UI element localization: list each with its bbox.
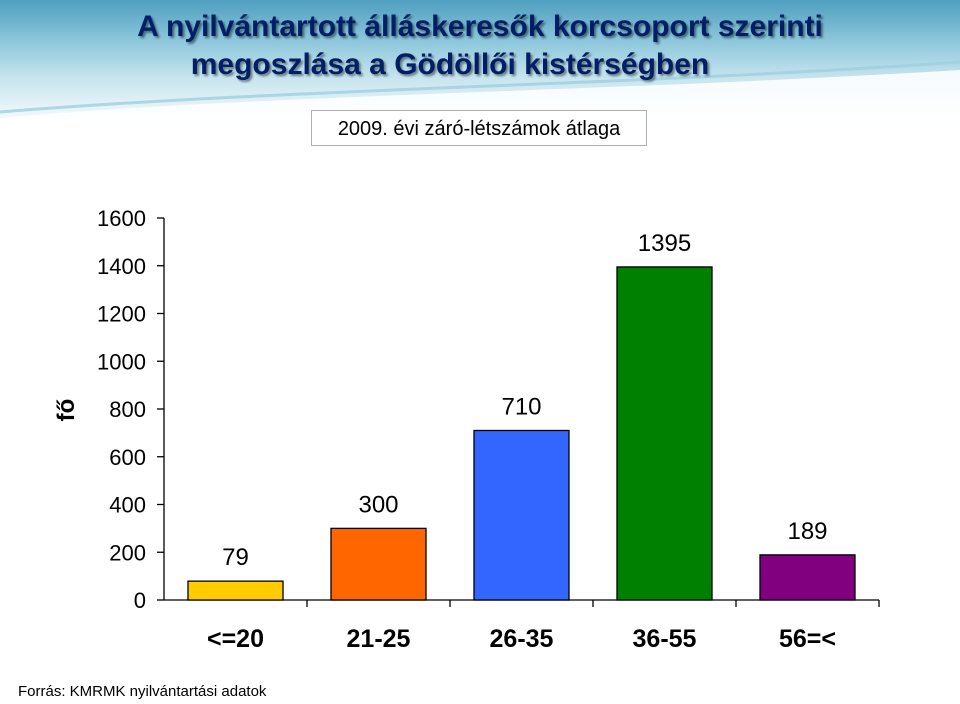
- x-tick-label: <=20: [207, 625, 264, 653]
- data-label: 1395: [638, 230, 691, 257]
- bar-26-35: [473, 429, 570, 601]
- y-tick-label: 1200: [97, 302, 146, 327]
- y-tick-label: 1000: [97, 349, 146, 374]
- y-tick-label: 800: [109, 397, 146, 422]
- chart-bars: [187, 266, 856, 601]
- title-line-1: A nyilvántartott álláskeresők korcsoport…: [137, 10, 823, 43]
- x-tick-label: 56=<: [779, 625, 836, 653]
- bar-21-25: [330, 527, 427, 601]
- data-label: 300: [358, 491, 398, 518]
- bar-56=<: [759, 554, 856, 601]
- y-tick-label: 200: [109, 540, 146, 565]
- data-label: 710: [501, 393, 541, 420]
- title-banner: [0, 0, 960, 130]
- chart-subtitle: 2009. évi záró-létszámok átlaga: [311, 110, 647, 146]
- x-tick-label: 36-55: [633, 625, 697, 653]
- title-line-2: megoszlása a Gödöllői kistérségben: [190, 48, 710, 81]
- source-note: Forrás: KMRMK nyilvántartási adatok: [18, 683, 267, 700]
- y-tick-label: 1400: [97, 254, 146, 279]
- y-tick-label: 0: [134, 588, 146, 613]
- chart-labels: 0 200 400 600 800 1000 1200 1400 1600 79 <=20 300 21…: [97, 206, 836, 653]
- y-tick-label: 600: [109, 445, 146, 470]
- y-tick-label: 400: [109, 493, 146, 518]
- y-tick-label: 1600: [97, 206, 146, 231]
- x-tick-label: 21-25: [347, 625, 411, 653]
- banner-swoosh-decoration: [0, 60, 960, 130]
- bar-<=20: [187, 580, 284, 601]
- page-title: A nyilvántartott álláskeresők korcsoport…: [0, 8, 960, 84]
- bar-36-55: [616, 266, 713, 601]
- x-tick-label: 26-35: [490, 625, 554, 653]
- data-label: 79: [222, 544, 249, 571]
- data-label: 189: [787, 518, 827, 545]
